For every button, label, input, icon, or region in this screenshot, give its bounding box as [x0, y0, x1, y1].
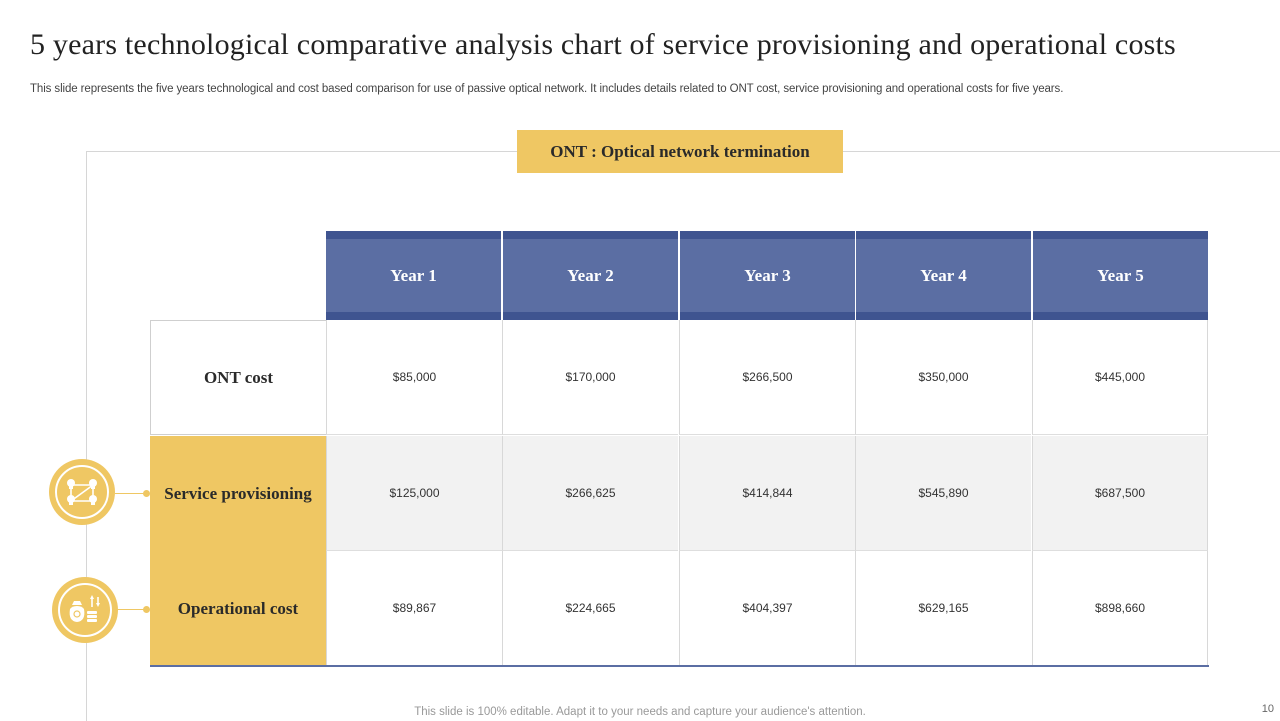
column-header-label: Year 5: [1097, 265, 1144, 285]
table-cell: $414,844: [679, 436, 855, 551]
table-cell: $350,000: [855, 320, 1031, 435]
slide-footer: This slide is 100% editable. Adapt it to…: [414, 706, 866, 718]
icon-ring: [58, 583, 112, 637]
table-bottom-border: [150, 665, 1209, 667]
page-number: 10: [1261, 703, 1274, 715]
connector-line: [117, 609, 147, 610]
table-cell: $629,165: [855, 551, 1031, 666]
legend-text: ONT : Optical network termination: [550, 141, 810, 161]
column-header-label: Year 2: [567, 265, 614, 285]
column-header-label: Year 1: [390, 265, 437, 285]
icon-ring: [55, 465, 109, 519]
column-header-year-5: Year 5: [1033, 231, 1208, 320]
slide-title: 5 years technological comparative analys…: [30, 28, 1176, 61]
table-cell: $545,890: [855, 436, 1031, 551]
row-label-text: Operational cost: [177, 598, 299, 618]
table-cell: $85,000: [326, 320, 502, 435]
table-cell: $404,397: [679, 551, 855, 666]
column-header-year-2: Year 2: [503, 231, 678, 320]
row-label-ont-cost: ONT cost: [150, 320, 326, 435]
column-header-year-3: Year 3: [680, 231, 855, 320]
row-label-service-provisioning: Service provisioning: [150, 436, 326, 551]
connector-dot: [143, 490, 150, 497]
column-header-year-1: Year 1: [326, 231, 501, 320]
row-label-text: Service provisioning: [164, 483, 312, 503]
table-cell: $687,500: [1032, 436, 1208, 551]
row-label-operational-cost: Operational cost: [150, 551, 326, 666]
money-bag-coins-icon: [52, 577, 118, 643]
table-cell: $266,500: [679, 320, 855, 435]
table-cell: $224,665: [502, 551, 678, 666]
table-cell: $170,000: [502, 320, 678, 435]
column-header-label: Year 4: [920, 265, 967, 285]
column-header-year-4: Year 4: [856, 231, 1031, 320]
table-cell: $125,000: [326, 436, 502, 551]
connector-dot: [143, 606, 150, 613]
connector-line: [115, 493, 147, 494]
network-idea-icon: [49, 459, 115, 525]
table-cell: $266,625: [502, 436, 678, 551]
network-idea-glyph: [67, 479, 97, 505]
legend-box: ONT : Optical network termination: [517, 130, 843, 173]
table-cell: $898,660: [1032, 551, 1208, 666]
column-header-label: Year 3: [744, 265, 791, 285]
slide-subtitle: This slide represents the five years tec…: [30, 83, 1064, 95]
table-cell: $89,867: [326, 551, 502, 666]
money-bag-glyph: [69, 595, 100, 622]
table-cell: $445,000: [1032, 320, 1208, 435]
row-label-text: ONT cost: [203, 367, 274, 387]
